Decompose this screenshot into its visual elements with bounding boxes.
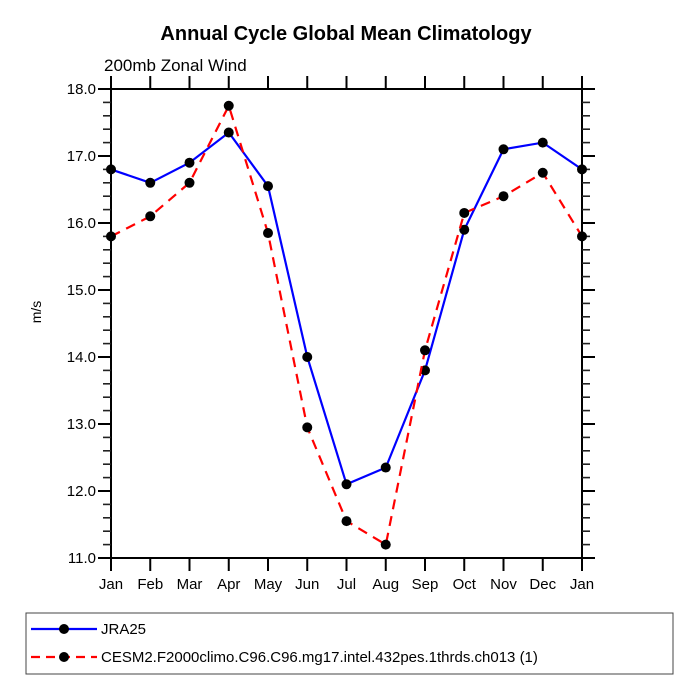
plot-area: Jan Feb Mar Apr May Jun Jul Aug Sep Oct Nov Dec Jan1… <box>67 76 595 593</box>
series-line <box>110 130 583 486</box>
x-tick-label: Dec <box>529 576 556 593</box>
x-tick-label: Jun <box>295 576 319 593</box>
data-point-marker <box>498 144 509 155</box>
x-tick-label: Aug <box>372 576 399 593</box>
data-point-marker <box>223 100 234 111</box>
legend-entry: CESM2.F2000climo.C96.C96.mg17.intel.432p… <box>31 649 538 666</box>
y-tick-label: 13.0 <box>67 416 96 433</box>
x-tick-label: Jan <box>570 576 594 593</box>
series-jra25 <box>106 127 587 490</box>
series-line <box>110 102 583 547</box>
legend: JRA25 CESM2.F2000climo.C96.C96.mg17.intel… <box>25 612 674 675</box>
y-tick-label: 14.0 <box>67 349 96 366</box>
legend-label: JRA25 <box>101 621 146 638</box>
data-point-marker <box>341 516 352 527</box>
data-point-marker <box>302 422 313 433</box>
data-point-marker <box>184 177 195 188</box>
data-point-marker <box>577 231 587 242</box>
data-point-marker <box>263 181 273 192</box>
data-point-marker <box>223 127 234 138</box>
data-point-marker <box>106 231 116 242</box>
data-point-marker <box>263 228 273 239</box>
data-point-marker <box>380 539 391 550</box>
chart-title: Annual Cycle Global Mean Climatology <box>160 23 532 45</box>
data-point-marker <box>341 479 352 490</box>
y-tick-label: 16.0 <box>67 215 96 232</box>
y-tick-label: 15.0 <box>67 282 96 299</box>
x-tick-label: May <box>254 576 283 593</box>
data-point-marker <box>459 207 470 218</box>
x-tick-label: Feb <box>137 576 163 593</box>
legend-marker <box>59 624 69 634</box>
legend-label: CESM2.F2000climo.C96.C96.mg17.intel.432p… <box>101 649 538 666</box>
x-tick-label: Sep <box>412 576 439 593</box>
x-tick-label: Apr <box>217 576 240 593</box>
data-point-marker <box>420 345 430 356</box>
legend-box <box>25 612 674 675</box>
y-tick-label: 18.0 <box>67 81 96 98</box>
data-point-marker <box>459 224 470 235</box>
x-tick-label: Jan <box>99 576 123 593</box>
chart-subtitle: 200mb Zonal Wind <box>104 56 247 75</box>
y-axis-label: m/s <box>28 301 44 324</box>
data-point-marker <box>302 352 313 362</box>
data-point-marker <box>380 462 391 473</box>
series-cesm2 <box>106 100 587 550</box>
data-point-marker <box>577 164 587 175</box>
data-point-marker <box>537 167 548 178</box>
data-point-marker <box>498 191 509 202</box>
x-tick-label: Jul <box>337 576 356 593</box>
legend-marker <box>59 652 69 662</box>
legend-entry: JRA25 <box>31 621 146 638</box>
y-tick-label: 12.0 <box>67 483 96 500</box>
data-point-marker <box>145 211 156 222</box>
data-point-marker <box>145 177 156 188</box>
data-point-marker <box>106 164 116 175</box>
data-point-marker <box>184 157 195 168</box>
data-point-marker <box>537 137 548 148</box>
y-tick-label: 11.0 <box>68 550 96 567</box>
x-tick-label: Nov <box>490 576 517 593</box>
x-tick-label: Mar <box>177 576 203 593</box>
x-tick-label: Oct <box>453 576 477 593</box>
y-axis: 11.0 12.0 13.0 14.0 15.0 16.0 17.0 18.0 <box>67 81 595 567</box>
y-tick-label: 17.0 <box>67 148 96 165</box>
x-axis: Jan Feb Mar Apr May Jun Jul Aug Sep Oct Nov Dec Jan <box>99 76 594 593</box>
